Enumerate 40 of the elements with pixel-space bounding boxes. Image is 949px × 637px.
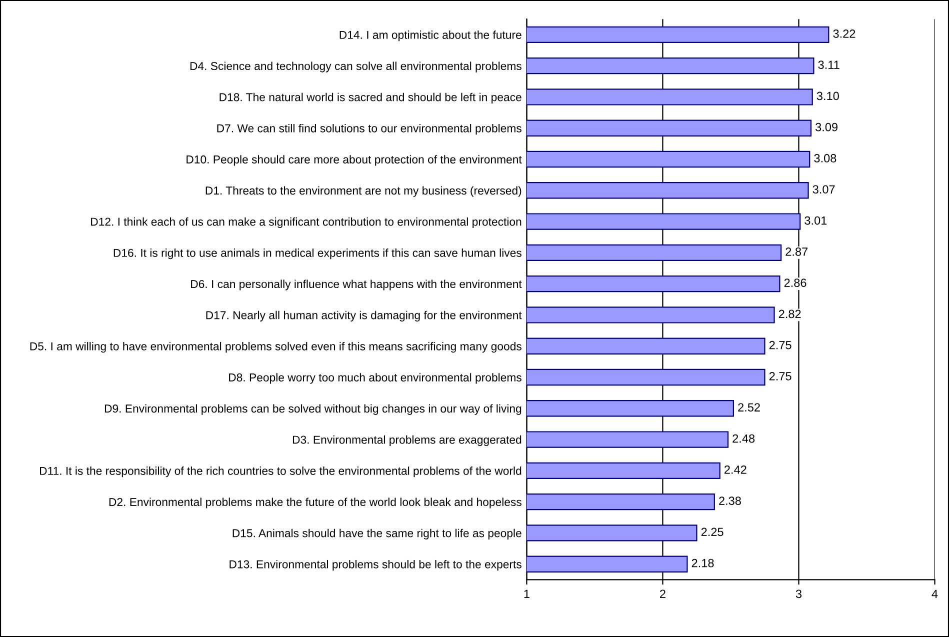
y-tick-label: D8. People worry too much about environmental problems xyxy=(229,373,522,384)
data-label: 2.18 xyxy=(692,558,714,568)
y-tick-label: D13. Environmental problems should be left to the experts xyxy=(230,560,522,571)
data-label: 2.42 xyxy=(724,465,746,474)
data-label: 2.75 xyxy=(769,340,792,350)
y-tick-label: D3. Environmental problems are exaggerated xyxy=(292,435,522,446)
data-label: 2.38 xyxy=(719,496,741,505)
data-label: 2.87 xyxy=(786,247,808,256)
y-tick-label: D16. It is right to use animals in medical experiments if this can save human lives xyxy=(114,248,522,260)
y-tick-label: D17. Nearly all human activity is damaging for the environment xyxy=(206,310,522,322)
data-label: 3.07 xyxy=(812,185,835,194)
y-tick-label: D18. The natural world is sacred and should be left in peace xyxy=(220,92,522,104)
x-tick-label: 4 xyxy=(932,590,938,598)
y-tick-label: D14. I am optimistic about the future xyxy=(340,30,522,42)
data-label: 3.11 xyxy=(818,60,840,69)
data-label: 2.75 xyxy=(769,372,792,380)
y-tick-label: D7. We can still find solutions to our environmental problems xyxy=(217,124,522,135)
x-tick-label: 1 xyxy=(524,590,530,598)
y-tick-label: D12. I think each of us can make a significant contribution to environmental protection xyxy=(91,217,522,228)
data-label: 2.25 xyxy=(701,528,724,536)
y-tick-label: D6. I can personally influence what happens with the environment xyxy=(191,280,522,290)
y-tick-label: D1. Threats to the environment are not my business (reversed) xyxy=(206,186,522,197)
y-tick-label: D9. Environmental problems can be solved without big changes in our way of living xyxy=(104,404,522,415)
y-tick-label: D11. It is the responsibility of the rich countries to solve the environmental problems of the world xyxy=(40,466,522,478)
y-tick-label: D5. I am willing to have environmental problems solved even if this means sacrificing many goods xyxy=(30,342,522,353)
data-label: 2.48 xyxy=(732,434,755,443)
data-label: 3.10 xyxy=(816,92,839,100)
y-tick-label: D15. Animals should have the same right to life as people xyxy=(232,528,522,540)
data-label: 3.08 xyxy=(814,154,836,162)
data-label: 3.01 xyxy=(804,216,827,225)
y-tick-label: D10. People should care more about protection of the environment xyxy=(186,155,522,166)
data-label: 2.86 xyxy=(784,278,806,287)
data-label: 2.82 xyxy=(778,310,801,318)
y-tick-label: D2. Environmental problems make the future of the world look bleak and hopeless xyxy=(109,498,522,508)
data-label: 3.22 xyxy=(833,29,856,38)
x-tick-label: 2 xyxy=(660,590,666,598)
data-label: 3.09 xyxy=(816,122,838,132)
x-tick-label: 3 xyxy=(796,590,802,598)
data-label: 2.52 xyxy=(738,403,760,412)
y-tick-label: D4. Science and technology can solve all environmental problems xyxy=(190,62,522,72)
